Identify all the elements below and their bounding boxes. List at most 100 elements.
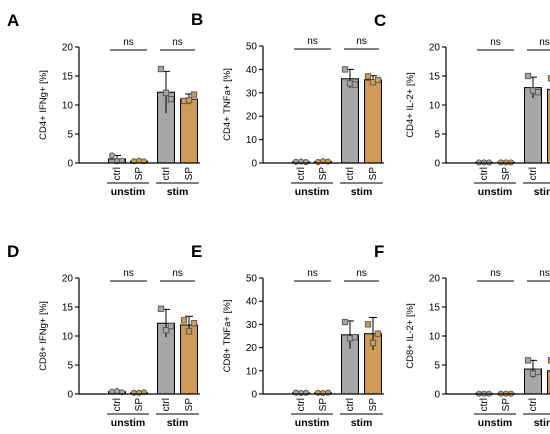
panel-letter: E	[191, 242, 202, 261]
data-point	[185, 97, 193, 104]
group-label: unstim	[478, 417, 512, 429]
group-label: unstim	[478, 186, 512, 198]
significance-label: ns	[123, 37, 134, 48]
data-point	[297, 390, 305, 397]
significance-label: ns	[172, 268, 183, 279]
bar	[524, 87, 542, 164]
bar	[180, 98, 198, 164]
y-tick-label: 10	[429, 101, 441, 112]
data-point	[364, 73, 372, 80]
data-point	[341, 318, 349, 326]
group-label: stim	[351, 186, 373, 198]
bar	[180, 324, 198, 395]
x-tick-label: SP	[184, 167, 195, 181]
x-tick-label: ctrl	[112, 167, 123, 180]
data-point	[302, 159, 310, 166]
group-label: stim	[351, 417, 373, 429]
group-label: stim	[167, 417, 189, 429]
x-tick-label: ctrl	[345, 167, 356, 180]
data-point	[341, 66, 349, 73]
significance-label: ns	[172, 37, 183, 48]
x-tick-label: ctrl	[112, 398, 123, 411]
data-point	[162, 327, 170, 334]
x-tick-label: ctrl	[161, 167, 172, 180]
data-point	[534, 89, 542, 96]
y-tick-label: 50	[246, 274, 258, 285]
y-tick-label: 0	[434, 159, 440, 170]
significance-label: ns	[356, 36, 367, 47]
group-label: unstim	[295, 417, 329, 429]
data-point	[167, 322, 175, 330]
data-point	[185, 328, 193, 335]
group-label: stim	[167, 186, 189, 198]
panel-letter: B	[191, 10, 203, 29]
y-tick-label: 15	[429, 303, 441, 314]
y-tick-label: 20	[246, 112, 258, 123]
y-tick-label: 0	[251, 159, 257, 170]
panel-b: B 0 10 20 30 40 50 CD4+ TNFa+ [%] ctrl SP ctrl SP un…	[191, 10, 384, 198]
y-tick-label: 30	[246, 320, 258, 331]
y-axis-label: CD8+ IFNg+ [%]	[38, 301, 49, 371]
data-point	[314, 159, 322, 166]
significance-label: ns	[490, 37, 501, 48]
y-tick-label: 20	[246, 343, 258, 354]
data-point	[167, 96, 175, 103]
y-tick-label: 0	[251, 390, 257, 401]
bar	[341, 78, 359, 164]
data-point	[135, 389, 143, 396]
x-tick-label: SP	[184, 398, 195, 412]
x-tick-label: SP	[318, 167, 329, 181]
y-tick-label: 15	[429, 72, 441, 83]
y-tick-label: 0	[67, 159, 73, 170]
data-point	[351, 81, 359, 88]
data-point	[157, 305, 165, 312]
panel-e: E 0 10 20 30 40 50 CD8+ TNFa+ [%] ctrl SP ctrl SP un…	[191, 242, 384, 429]
data-point	[547, 75, 550, 82]
y-tick-label: 10	[62, 332, 74, 343]
x-tick-label: SP	[501, 398, 512, 412]
data-point	[524, 357, 532, 364]
significance-label: ns	[490, 268, 501, 279]
x-tick-label: SP	[318, 398, 329, 412]
data-point	[364, 321, 372, 328]
x-tick-label: SP	[134, 398, 145, 412]
bar	[364, 79, 382, 164]
data-point	[534, 368, 542, 376]
y-tick-label: 10	[429, 332, 441, 343]
y-tick-label: 20	[429, 274, 441, 285]
data-point	[180, 317, 188, 324]
x-tick-label: SP	[501, 167, 512, 181]
data-point	[314, 389, 322, 396]
x-tick-label: SP	[134, 167, 145, 181]
y-tick-label: 15	[62, 303, 74, 314]
x-tick-label: SP	[368, 167, 379, 181]
significance-label: ns	[307, 268, 318, 279]
x-tick-label: ctrl	[296, 398, 307, 411]
y-tick-label: 5	[434, 361, 440, 372]
group-label: unstim	[295, 186, 329, 198]
y-tick-label: 0	[434, 390, 440, 401]
significance-label: ns	[539, 268, 550, 279]
data-point	[130, 389, 138, 396]
y-tick-label: 30	[246, 88, 258, 99]
data-point	[319, 390, 327, 397]
data-point	[162, 89, 170, 96]
bar	[547, 370, 550, 395]
data-point	[374, 330, 382, 337]
data-point	[547, 357, 550, 364]
data-point	[524, 72, 532, 80]
significance-label: ns	[539, 37, 550, 48]
y-tick-label: 20	[429, 43, 441, 54]
data-point	[108, 152, 116, 159]
data-point	[190, 320, 198, 327]
y-tick-label: 10	[62, 101, 74, 112]
x-tick-label: ctrl	[479, 398, 490, 411]
panel-letter: D	[7, 242, 19, 261]
significance-label: ns	[356, 268, 367, 279]
data-point	[302, 389, 310, 396]
x-tick-label: ctrl	[345, 398, 356, 411]
y-tick-label: 20	[62, 43, 74, 54]
